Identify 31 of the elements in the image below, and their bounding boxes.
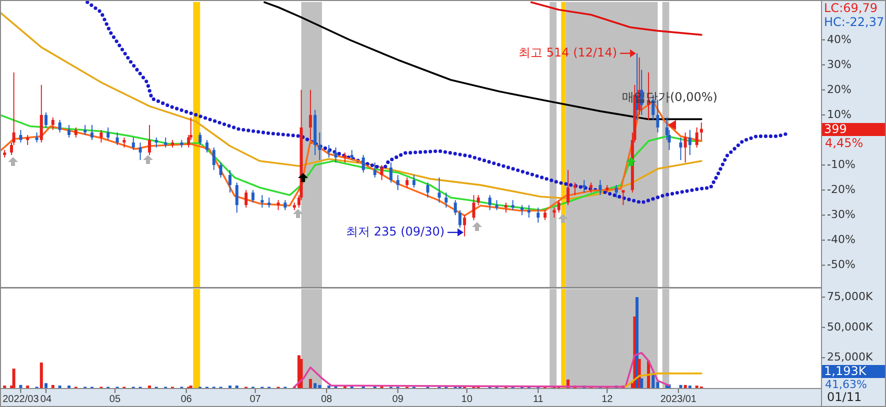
x-tick-label: 06 xyxy=(180,394,192,405)
y-tick-label: 20% xyxy=(827,82,852,96)
x-tick-label: 05 xyxy=(109,394,121,405)
x-tick-label: 09 xyxy=(392,394,404,405)
x-tick-label: 08 xyxy=(321,394,333,405)
y-tick-label: -40% xyxy=(827,233,856,246)
annotation: 최저 235 (09/30) xyxy=(346,224,445,239)
x-tick-label: 07 xyxy=(250,394,262,405)
text: 4,45% xyxy=(825,136,864,150)
y-tick-label: 50,000K xyxy=(827,320,874,334)
y-tick-label: 10% xyxy=(827,108,852,121)
x-tick-label: 04 xyxy=(40,394,52,405)
y-tick-label: -30% xyxy=(827,208,856,222)
y-tick-label: 25,000K xyxy=(827,350,874,364)
y-tick-label: 75,000K xyxy=(827,290,874,304)
text: 399 xyxy=(824,122,847,136)
y-tick-label: 40% xyxy=(827,32,852,46)
x-tick-label: 12 xyxy=(602,394,614,405)
y-tick-label: -20% xyxy=(827,183,856,196)
text: 41,63% xyxy=(825,378,867,391)
text: 01/11 xyxy=(827,390,862,404)
x-tick-label: 2023/01 xyxy=(660,394,697,405)
x-tick-label: 2022/03 xyxy=(2,394,40,405)
text: HC:-22,37 xyxy=(824,15,884,29)
text: 1,193K xyxy=(824,364,868,378)
y-tick-label: -50% xyxy=(827,258,856,272)
x-tick-label: 10 xyxy=(461,394,473,405)
y-tick-label: 30% xyxy=(827,58,852,71)
x-tick-label: 11 xyxy=(532,394,544,405)
text: LC:69,79 xyxy=(824,1,878,15)
y-tick-label: -10% xyxy=(827,158,856,172)
